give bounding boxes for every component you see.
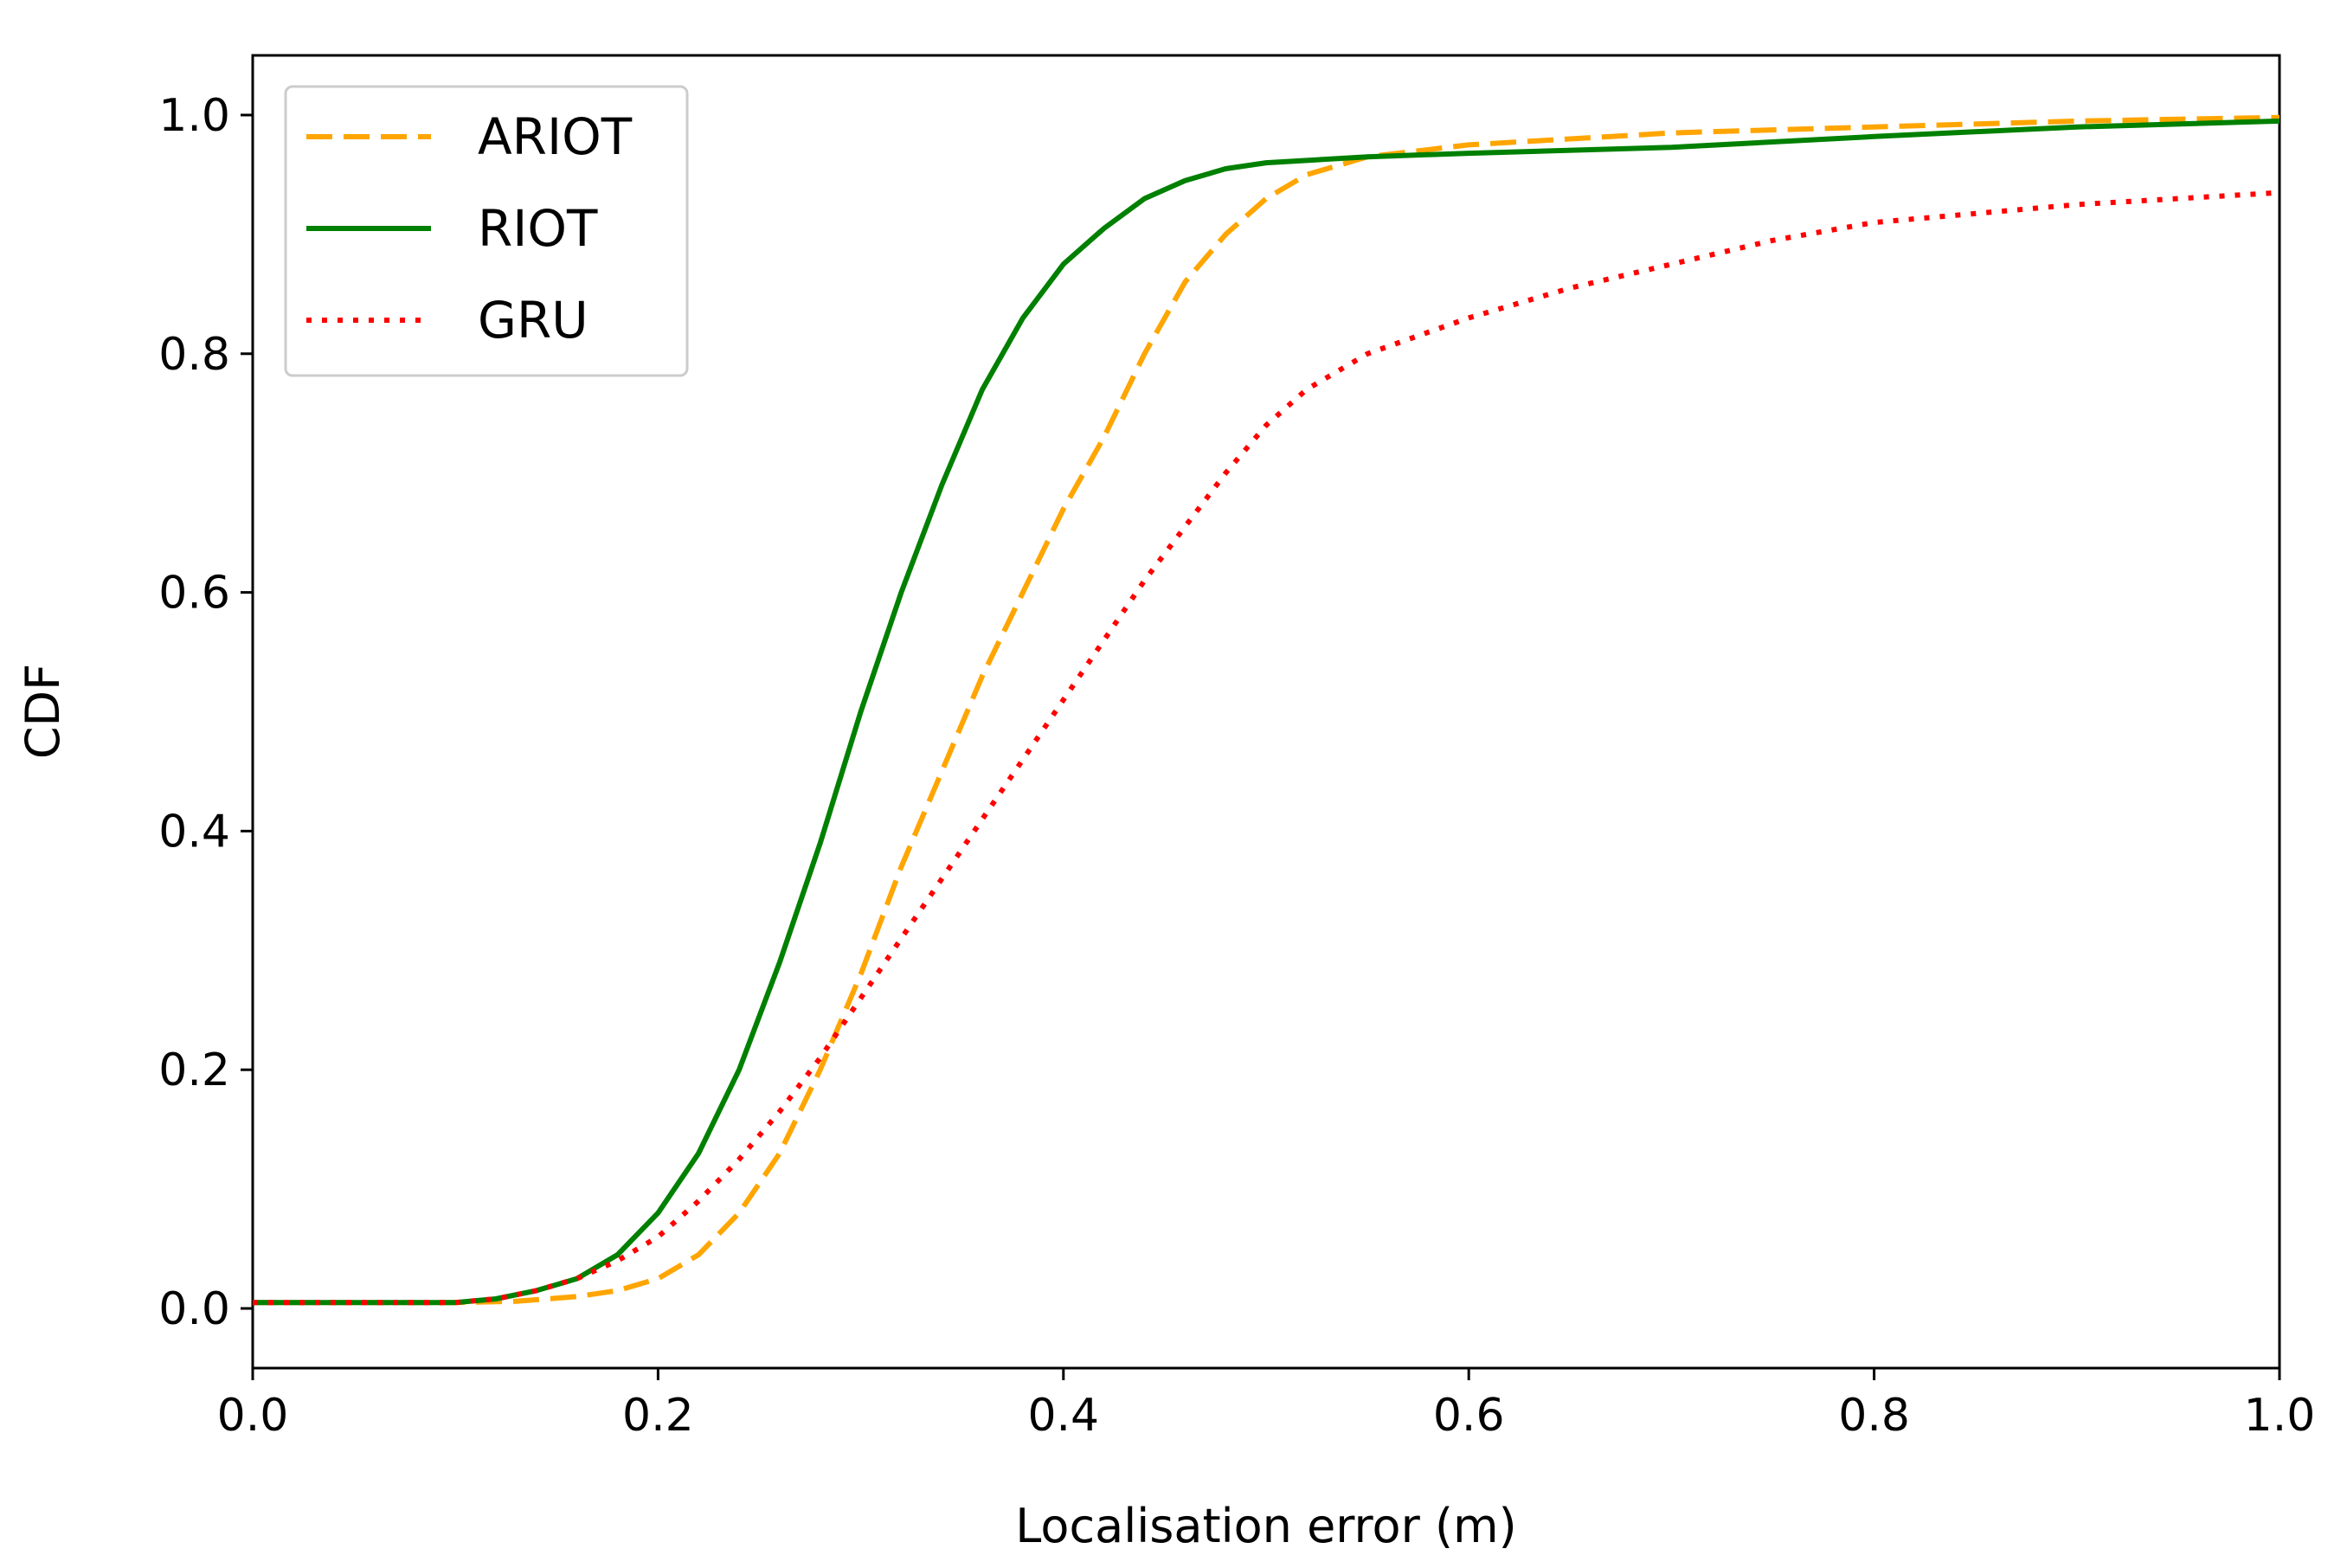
legend-box xyxy=(284,85,689,377)
y-tick-label: 0.2 xyxy=(158,1044,230,1096)
series-line-riot xyxy=(253,118,2279,1306)
legend: ARIOT RIOT GRU xyxy=(284,85,689,377)
y-tick-label: 0.6 xyxy=(158,568,230,620)
x-tick-label: 0.4 xyxy=(1027,1390,1099,1442)
x-tick-label: 0.0 xyxy=(217,1390,289,1442)
axes xyxy=(251,54,2281,1370)
y-axis-label: CDF xyxy=(16,664,70,759)
x-axis-label: Localisation error (m) xyxy=(1015,1499,1516,1553)
series-line-ariot xyxy=(253,114,2279,1306)
legend-label-riot: RIOT xyxy=(478,199,598,258)
x-tick-label: 0.8 xyxy=(1838,1390,1910,1442)
y-tick-label: 0.4 xyxy=(158,806,230,858)
y-tick-label: 0.0 xyxy=(158,1283,230,1335)
plot-area-frame xyxy=(251,54,2281,1370)
x-tick-label: 0.6 xyxy=(1433,1390,1505,1442)
x-tick-label: 0.2 xyxy=(622,1390,694,1442)
y-tick-label: 1.0 xyxy=(158,90,230,142)
legend-label-gru: GRU xyxy=(478,291,588,350)
legend-label-ariot: ARIOT xyxy=(478,107,633,166)
x-tick-label: 1.0 xyxy=(2244,1390,2316,1442)
axis-ticks: 0.0 0.2 0.4 0.6 0.8 1.0 0.0 0.2 0.4 0.6 0.8 1.0 xyxy=(158,90,2315,1442)
series-lines xyxy=(253,114,2279,1306)
y-tick-label: 0.8 xyxy=(158,329,230,381)
